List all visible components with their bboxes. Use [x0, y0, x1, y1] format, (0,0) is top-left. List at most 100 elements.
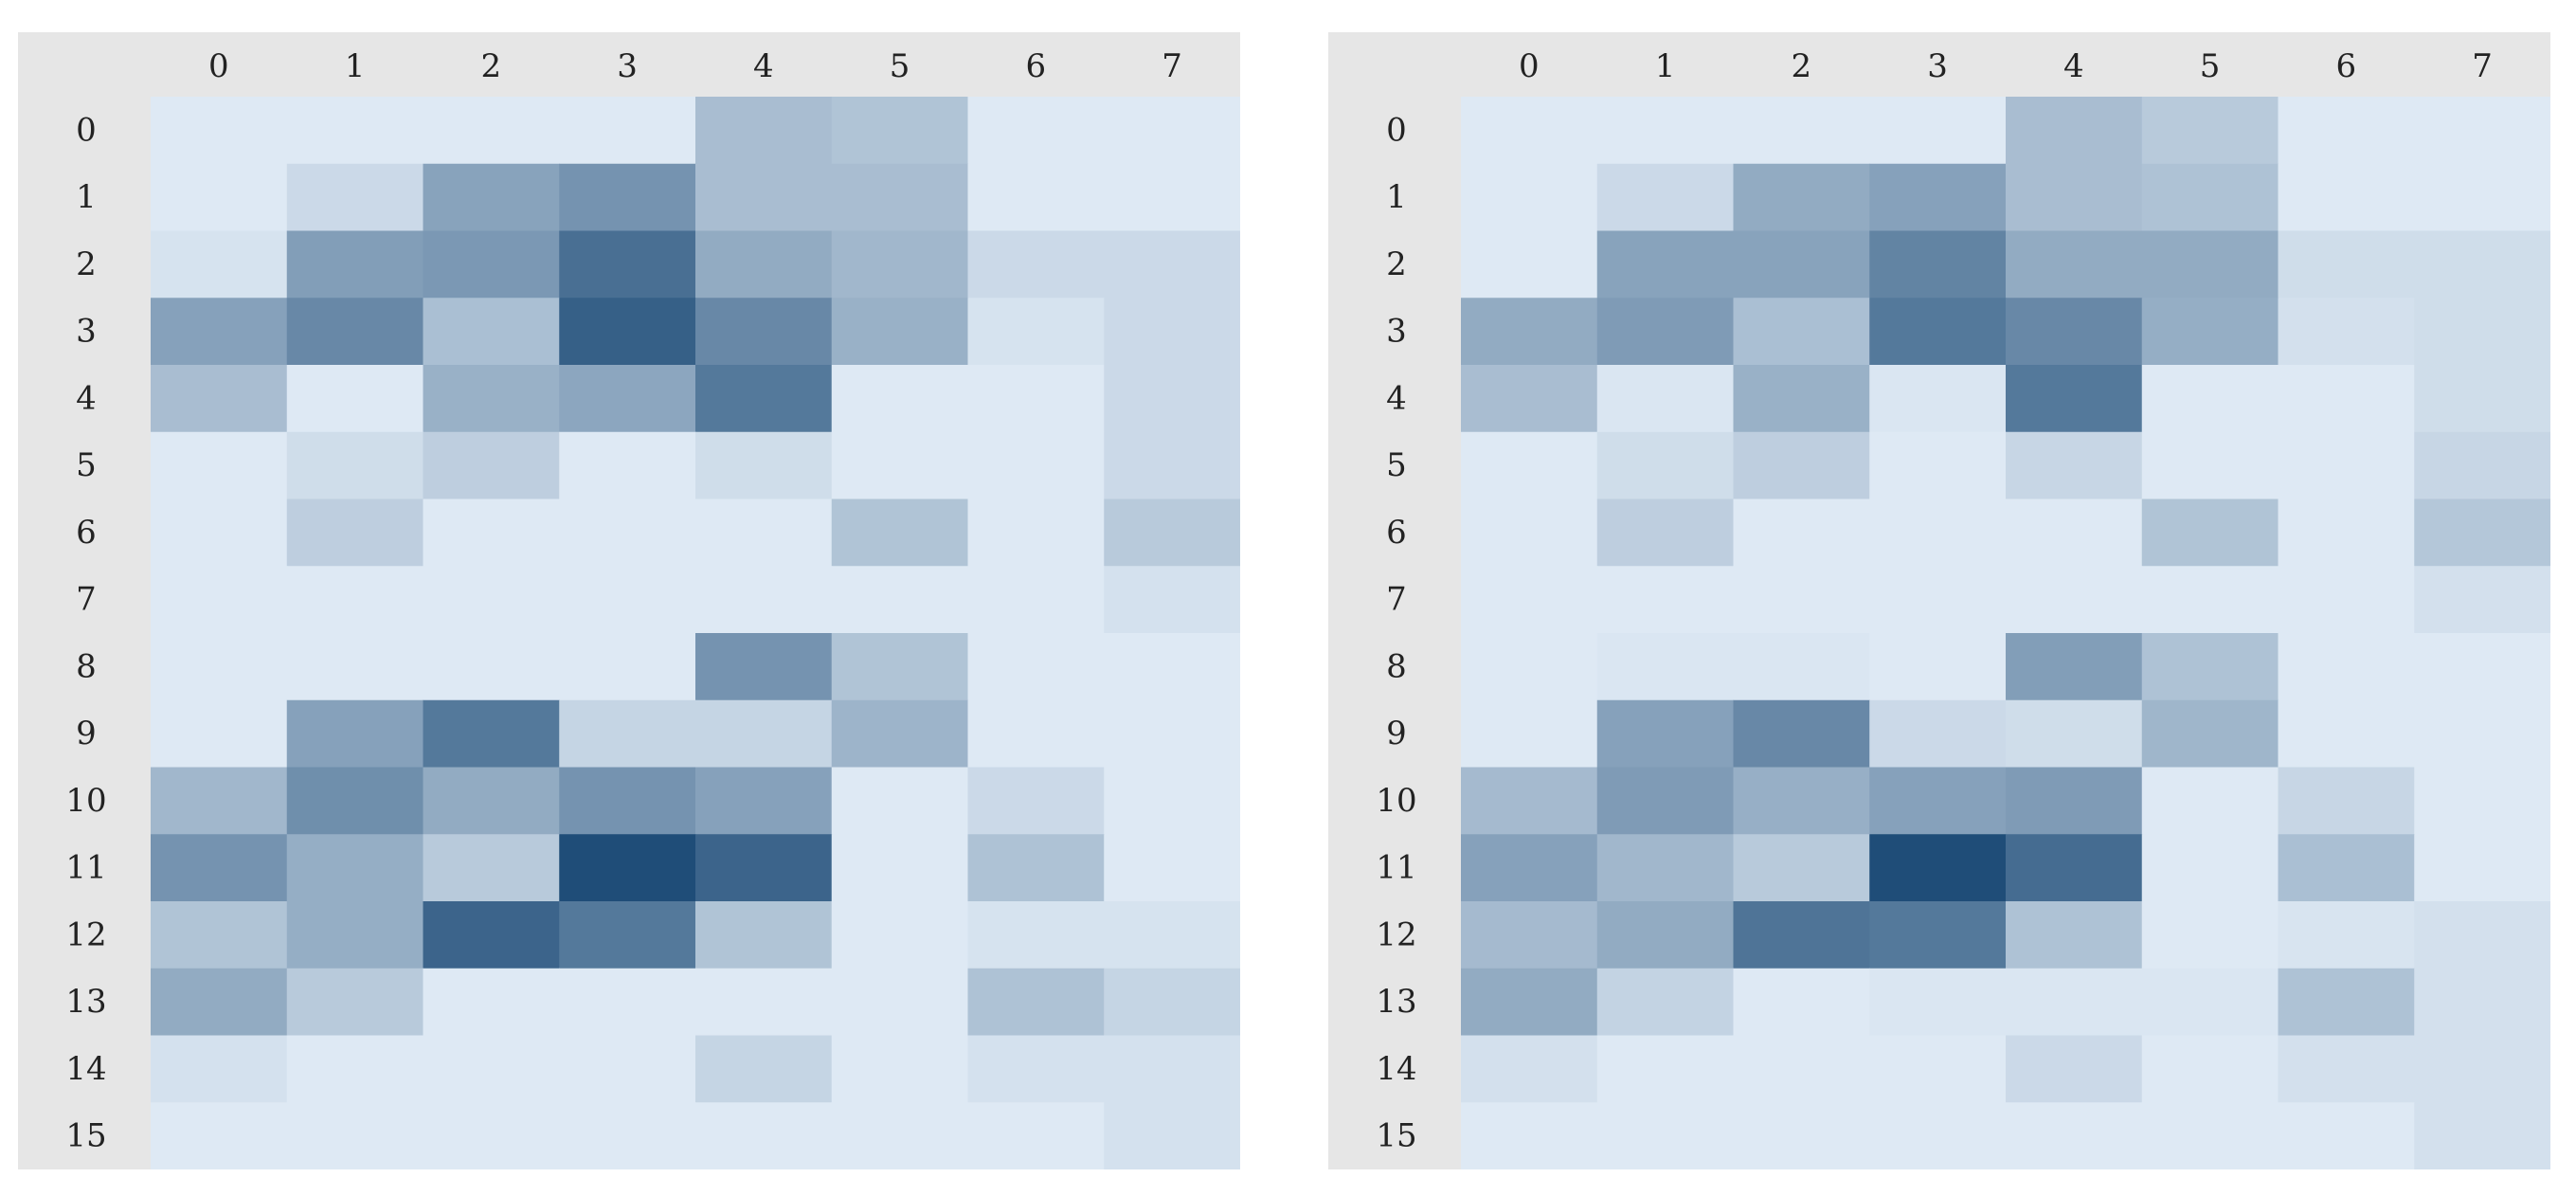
heatmap-cell [286, 901, 424, 969]
heatmap-cell [1596, 767, 1735, 835]
column-tick-label: 3 [1927, 47, 1948, 85]
heatmap-cell [2278, 230, 2415, 299]
heatmap-cell [1596, 97, 1735, 165]
heatmap-cell [1869, 163, 2007, 232]
heatmap-cell [2278, 498, 2415, 567]
heatmap-cell [151, 633, 288, 701]
heatmap-cell [1733, 498, 1870, 567]
heatmap-cell [967, 97, 1105, 165]
heatmap-cell [2006, 163, 2143, 232]
heatmap-cell [1596, 834, 1735, 902]
heatmap-cell [286, 968, 424, 1037]
heatmap-cell [2141, 431, 2279, 500]
heatmap-cell [2278, 365, 2415, 433]
heatmap-cell [423, 1035, 560, 1103]
row-tick-label: 3 [1386, 313, 1407, 351]
heatmap-cell [831, 163, 969, 232]
heatmap-cell [423, 163, 560, 232]
heatmap-cell [695, 1102, 833, 1169]
heatmap-cell [1104, 901, 1240, 969]
heatmap-cell [559, 498, 696, 567]
heatmap-cell [1596, 365, 1735, 433]
heatmap-cell [1869, 968, 2007, 1037]
heatmap-cell [1461, 1035, 1598, 1103]
heatmap-cell [2006, 699, 2143, 769]
heatmap-cell [2414, 1035, 2550, 1103]
heatmap-cell [831, 968, 969, 1037]
heatmap-cell [1869, 298, 2007, 366]
heatmap-cell [423, 230, 560, 299]
heatmap-cell [1733, 1035, 1870, 1103]
heatmap-cell [1733, 230, 1870, 299]
heatmap-cell [831, 1035, 969, 1103]
heatmap-cell [1461, 633, 1598, 701]
heatmap-cell [2006, 633, 2143, 701]
heatmap-cell [2278, 97, 2415, 165]
heatmap-cell [1596, 901, 1735, 969]
heatmap-cell [1104, 1102, 1240, 1169]
heatmap-cell [1869, 431, 2007, 500]
heatmap-cell [1596, 1035, 1735, 1103]
heatmap-cell [967, 566, 1105, 634]
heatmap-cell [423, 498, 560, 567]
heatmap-cell [1461, 365, 1598, 433]
heatmap-cell [2278, 566, 2415, 634]
heatmap-cell [2414, 365, 2550, 433]
heatmap-cell [151, 834, 288, 902]
heatmap-cell [1596, 230, 1735, 299]
row-tick-label: 9 [1386, 715, 1407, 752]
row-tick-label: 14 [1376, 1050, 1416, 1088]
heatmap-cell [423, 633, 560, 701]
heatmap-cell [831, 767, 969, 835]
heatmap-cell [286, 566, 424, 634]
heatmap-cell [2141, 1035, 2279, 1103]
heatmap-cell [695, 1035, 833, 1103]
heatmap-cell [2414, 230, 2550, 299]
heatmap-cell [831, 566, 969, 634]
heatmap-cell [2141, 230, 2279, 299]
heatmap-cell [1733, 968, 1870, 1037]
row-tick-label: 4 [76, 379, 97, 417]
heatmap-cell [695, 699, 833, 769]
heatmap-cell [831, 1102, 969, 1169]
column-tick-label: 1 [345, 47, 366, 85]
column-tick-label: 2 [1792, 47, 1812, 85]
heatmap-cell [967, 767, 1105, 835]
heatmap-cell [695, 968, 833, 1037]
column-tick-label: 3 [617, 47, 638, 85]
heatmap-cell [831, 431, 969, 500]
row-tick-label: 11 [1376, 849, 1416, 887]
heatmap-cell [1733, 834, 1870, 902]
heatmap-cell [1733, 767, 1870, 835]
heatmap-cell [423, 431, 560, 500]
heatmap-cell [1104, 163, 1240, 232]
heatmap-cell [559, 767, 696, 835]
heatmap-cell [423, 834, 560, 902]
heatmap-cell [286, 498, 424, 567]
heatmap-cell [2414, 901, 2550, 969]
heatmap-cell [286, 163, 424, 232]
heatmap-cell [1869, 230, 2007, 299]
heatmap-cell [2141, 767, 2279, 835]
heatmap-cell [2414, 968, 2550, 1037]
heatmap-cell [1596, 968, 1735, 1037]
heatmap-cell [2278, 633, 2415, 701]
row-tick-label: 15 [1376, 1117, 1416, 1155]
heatmap-cell [695, 97, 833, 165]
row-tick-label: 12 [1376, 915, 1416, 953]
heatmap-cell [967, 298, 1105, 366]
heatmap-cell [423, 767, 560, 835]
heatmap-cell [151, 699, 288, 769]
heatmap-cell [1104, 699, 1240, 769]
row-tick-label: 8 [76, 647, 97, 685]
heatmap-cell [559, 431, 696, 500]
heatmap-cell [1104, 97, 1240, 165]
heatmap-cell [1869, 1035, 2007, 1103]
heatmap-cell [1461, 901, 1598, 969]
heatmap-cell [695, 566, 833, 634]
heatmap-cell [2278, 431, 2415, 500]
heatmap-cell [423, 566, 560, 634]
heatmap-cell [2414, 767, 2550, 835]
